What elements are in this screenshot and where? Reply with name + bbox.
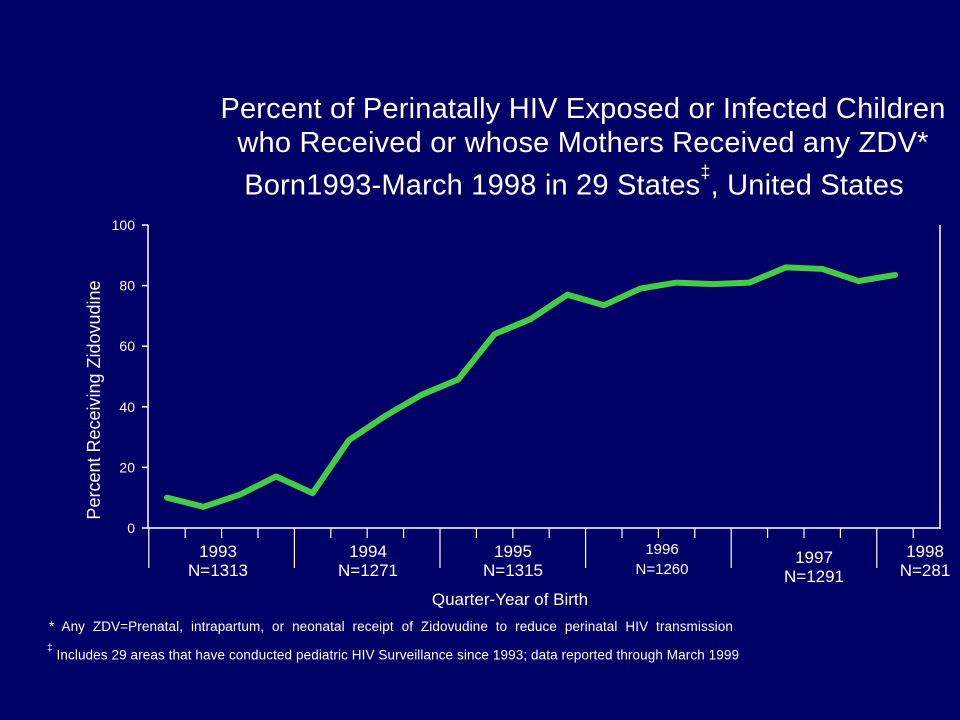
- x-year-label: 1996: [645, 541, 678, 558]
- y-tick-label: 100: [112, 217, 136, 233]
- y-tick-label: 20: [119, 459, 135, 475]
- series-line: [164, 264, 898, 510]
- x-axis-label: Quarter-Year of Birth: [432, 590, 588, 609]
- data-point: [746, 280, 752, 286]
- data-point: [419, 392, 425, 398]
- x-year-label: 1998: [906, 542, 944, 561]
- chart-title-line-3: Born1993-March 1998 in 29 States‡, Unite…: [44, 162, 960, 203]
- chart-title-line-1: Percent of Perinatally HIV Exposed or In…: [220, 93, 946, 125]
- y-tick-label: 40: [119, 399, 135, 415]
- data-point: [237, 492, 243, 498]
- x-year-label: 1997: [795, 548, 833, 567]
- data-point: [492, 331, 498, 337]
- footnote-dagger: ‡: [47, 643, 53, 654]
- data-point: [819, 266, 825, 272]
- footnote-29-areas-text: Includes 29 areas that have conducted pe…: [56, 647, 740, 663]
- x-count-label: N=1260: [636, 561, 689, 578]
- x-count-label: N=281: [900, 561, 951, 580]
- data-point: [710, 281, 716, 287]
- data-point: [674, 280, 680, 286]
- x-count-label: N=1291: [784, 567, 844, 586]
- data-point: [164, 495, 170, 501]
- chart-title-dagger: ‡: [700, 162, 711, 182]
- y-tick-label: 0: [127, 520, 135, 536]
- data-point: [200, 504, 206, 510]
- data-point: [455, 377, 461, 383]
- x-year-label: 1993: [199, 542, 237, 561]
- data-point: [310, 490, 316, 496]
- x-count-label: N=1313: [188, 561, 248, 580]
- footnote-any-zdv: * Any ZDV=Prenatal, intrapartum, or neon…: [49, 619, 733, 634]
- chart-title-line-2: who Received or whose Mothers Received a…: [237, 127, 929, 159]
- data-point: [783, 264, 789, 270]
- series-layer: [164, 264, 898, 510]
- x-year-label: 1995: [494, 542, 532, 561]
- x-year-label: 1994: [349, 542, 387, 561]
- y-tick-label: 60: [119, 338, 135, 354]
- x-count-label: N=1271: [338, 561, 398, 580]
- chart-title-line-3-main: Born1993-March 1998 in 29 States: [244, 169, 701, 202]
- footnote-29-areas: ‡ Includes 29 areas that have conducted …: [47, 643, 740, 663]
- data-point: [273, 473, 279, 479]
- data-point: [892, 272, 898, 278]
- data-point: [564, 292, 570, 298]
- y-axis-ticks: 0 20 40 60 80 100: [112, 217, 148, 536]
- data-point: [637, 286, 643, 292]
- data-point: [382, 413, 388, 419]
- chart-axes: [147, 225, 941, 529]
- chart-title-line-3-tail: , United States: [710, 169, 904, 202]
- data-point: [601, 302, 607, 308]
- data-point: [528, 316, 534, 322]
- data-point: [856, 278, 862, 284]
- x-count-label: N=1315: [483, 561, 543, 580]
- data-point: [346, 437, 352, 443]
- y-tick-label: 80: [119, 278, 135, 294]
- y-axis-label: Percent Receiving Zidovudine: [84, 280, 104, 519]
